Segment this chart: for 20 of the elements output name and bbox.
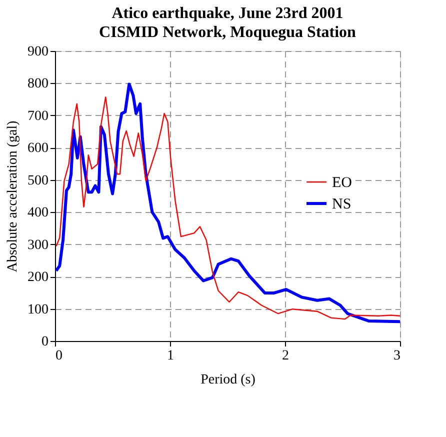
- y-tick-label: 0: [42, 334, 48, 350]
- y-tick-label: 200: [28, 270, 48, 286]
- y-axis-title: Absolute acceleration (gal): [6, 120, 20, 272]
- y-tick-label: 800: [28, 76, 48, 92]
- y-tick-label: 500: [28, 173, 48, 188]
- y-tick-label: 900: [28, 44, 48, 60]
- x-axis-title: Period (s): [200, 372, 256, 388]
- chart-subtitle: CISMID Network, Moquegua Station: [99, 24, 356, 41]
- y-tick-label: 400: [28, 206, 48, 221]
- y-tick-label: 100: [28, 302, 48, 318]
- x-tick-label: 1: [167, 348, 174, 364]
- y-tick-label: 700: [28, 108, 48, 124]
- x-tick-label: 3: [394, 348, 400, 364]
- x-tick-label: 0: [56, 348, 62, 364]
- legend-label: EO: [332, 175, 352, 191]
- legend-label: NS: [332, 196, 352, 212]
- y-tick-label: 300: [28, 238, 48, 253]
- chart-title: Atico earthquake, June 23rd 2001: [112, 5, 344, 22]
- x-tick-label: 2: [282, 348, 289, 364]
- y-tick-label: 600: [28, 141, 48, 156]
